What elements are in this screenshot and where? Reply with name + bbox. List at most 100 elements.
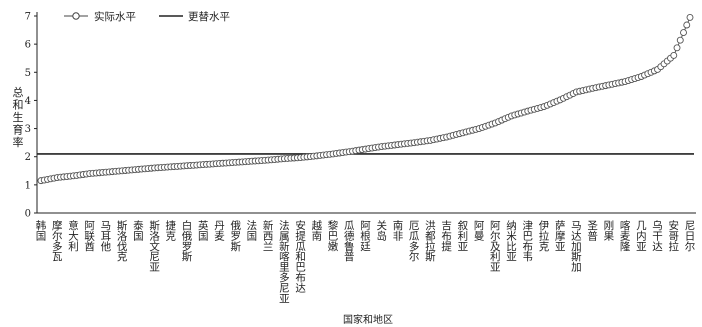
y-tick-label: 4 (25, 96, 31, 107)
x-tick-label-char: 拉 (539, 229, 550, 242)
x-tick-label-char: 布 (441, 230, 452, 242)
x-tick-label-char: 布 (523, 241, 534, 253)
x-tick-label-char: 克 (117, 251, 128, 263)
x-tick-label: 乌干达 (652, 219, 663, 253)
x-tick-label-char: 利 (68, 241, 79, 253)
x-tick-label-char: 曼 (474, 230, 485, 242)
x-tick-label-char: 丹 (214, 220, 225, 232)
x-tick-label: 阿联酋 (84, 220, 95, 253)
x-tick-label-char: 哥 (669, 230, 680, 242)
x-tick-label-char: 西 (263, 230, 274, 242)
x-tick-label: 圣普 (587, 220, 598, 242)
x-tick-label-char: 瓜 (409, 230, 420, 242)
y-tick-label: 7 (25, 12, 31, 23)
x-tick-label: 俄罗斯 (230, 220, 241, 253)
x-tick-label-char: 马 (101, 220, 112, 232)
x-tick-label-char: 鲁 (344, 240, 355, 253)
x-tick-label-char: 尼 (279, 282, 290, 294)
x-tick-label: 韩国 (36, 219, 47, 242)
legend-actual-label: 实际水平 (94, 10, 136, 23)
x-tick-label: 几内亚 (636, 220, 647, 253)
x-tick-label-char: 耳 (101, 230, 112, 242)
x-tick-label-char: 罗 (182, 241, 193, 253)
x-tick-label-char: 多 (409, 240, 420, 253)
x-tick-label: 叙利亚 (458, 219, 469, 253)
x-tick-label: 瓜德鲁普 (344, 220, 355, 263)
x-tick-label-char: 阿 (360, 220, 371, 232)
x-tick-label-char: 斯 (182, 250, 193, 263)
x-tick-label: 黎巴嫩 (328, 219, 339, 253)
x-tick-label-char: 兰 (263, 240, 274, 253)
x-tick-label-char: 摩 (52, 219, 63, 232)
x-tick-label-char: 大 (68, 229, 79, 242)
x-tick-label-char: 纳 (506, 219, 517, 232)
x-tick-label-char: 利 (458, 230, 469, 242)
y-tick-label: 0 (25, 209, 31, 220)
x-tick-label-char: 尔 (409, 250, 420, 263)
x-tick-label-char: 亚 (279, 293, 290, 305)
x-tick-label-char: 多 (52, 240, 63, 253)
x-tick-label-char: 日 (685, 230, 696, 242)
x-tick-label-char: 国 (36, 230, 47, 242)
x-tick-label-char: 米 (506, 229, 517, 242)
x-tick-label-char: 喀 (620, 219, 631, 232)
x-tick-label: 关岛 (376, 219, 387, 242)
x-tick-label: 洪都拉斯 (425, 220, 436, 263)
x-tick-label: 摩尔多瓦 (52, 219, 63, 263)
x-tick-label-char: 非 (393, 230, 404, 242)
x-tick-label-char: 及 (490, 241, 501, 253)
x-tick-label-char: 比 (506, 240, 517, 253)
x-tick-label-char: 斯 (117, 219, 128, 232)
x-tick-label-char: 他 (101, 240, 112, 253)
x-tick-label-char: 内 (636, 229, 647, 242)
x-tick-label: 斯洛伐克 (117, 219, 128, 263)
x-tick-label-char: 韩 (36, 219, 47, 232)
x-tick-label-char: 克 (539, 241, 550, 253)
legend-item-replacement: 更替水平 (159, 10, 230, 23)
x-tick-label-char: 尼 (685, 220, 696, 232)
x-tick-label: 喀麦隆 (620, 219, 631, 253)
x-tick-label-char: 刚 (604, 220, 615, 232)
x-tick-label: 泰国 (133, 219, 144, 242)
x-tick-label-char: 南 (312, 229, 323, 242)
legend: 实际水平 更替水平 (64, 10, 230, 23)
x-tick-label-char: 俄 (182, 230, 193, 242)
x-tick-label-char: 黎 (328, 219, 339, 232)
x-tick-label: 伊拉克 (539, 220, 550, 253)
x-tick-label-char: 俄 (230, 220, 241, 232)
x-tick-label-char: 伐 (117, 241, 128, 253)
x-tick-label-char: 麦 (214, 230, 225, 242)
y-axis-label-char: 率 (13, 135, 24, 149)
x-tick-label-char: 国 (133, 230, 144, 242)
x-tick-label-char: 普 (587, 229, 598, 242)
x-tick-label: 越南 (312, 219, 323, 242)
x-tick-label: 阿曼 (474, 220, 485, 242)
x-tick-label-char: 尔 (685, 240, 696, 253)
x-tick-label-char: 韦 (523, 251, 534, 263)
x-tick-label-char: 果 (604, 230, 615, 242)
x-tick-label-char: 瓜 (344, 220, 355, 232)
x-tick-label-char: 罗 (230, 230, 241, 242)
actual-level-point (670, 51, 678, 59)
x-tick-label: 安哥拉 (669, 219, 680, 253)
x-tick-label-char: 法 (279, 219, 290, 232)
x-tick-label: 津巴布韦 (523, 220, 534, 263)
x-tick-label-char: 干 (652, 230, 663, 242)
x-tick-label-char: 斯 (571, 250, 582, 263)
actual-level-line (40, 17, 691, 182)
actual-level-series (37, 13, 694, 185)
x-tick-label-char: 普 (344, 250, 355, 263)
y-axis-label-char: 生 (13, 110, 24, 124)
x-tick-label-char: 文 (149, 240, 160, 253)
x-tick-label-char: 尔 (490, 229, 501, 242)
x-tick-label-char: 酋 (84, 240, 95, 253)
x-tick-label-char: 廷 (360, 241, 371, 253)
x-tick-label-char: 几 (636, 220, 647, 232)
x-tick-label: 尼日尔 (685, 220, 696, 253)
x-tick-label-char: 萨 (555, 220, 566, 232)
x-tick-label-char: 关 (376, 219, 387, 232)
x-tick-label-char: 洪 (425, 220, 436, 232)
x-tick-label-char: 加 (571, 241, 582, 253)
x-tick-label-char: 联 (84, 230, 95, 242)
